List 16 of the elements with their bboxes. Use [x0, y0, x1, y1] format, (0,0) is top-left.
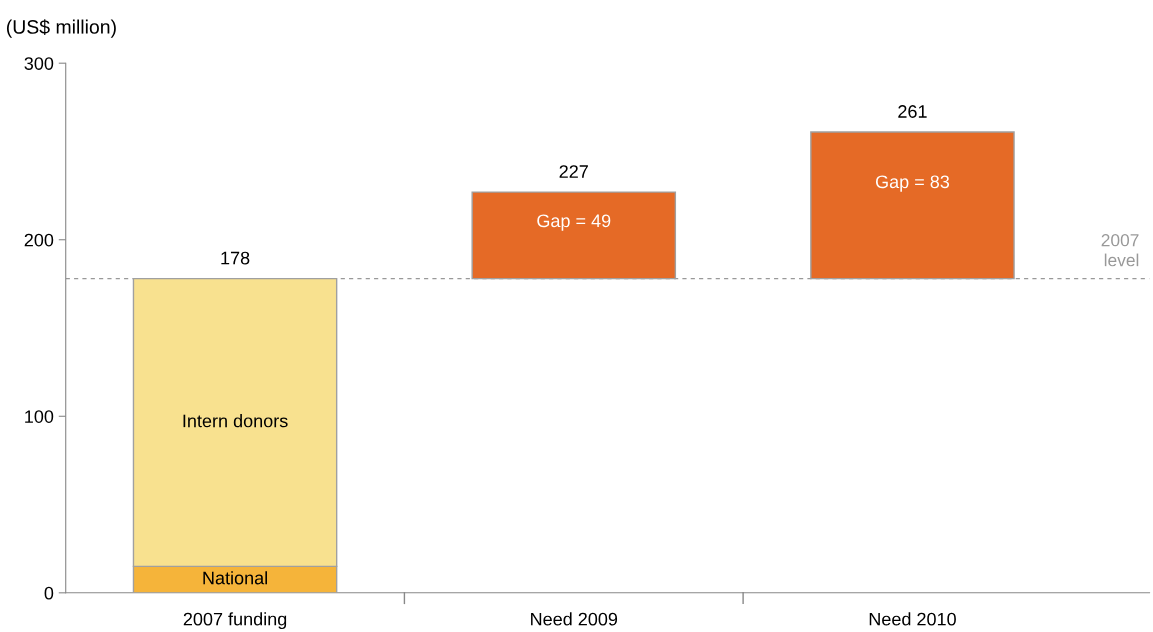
y-tick-label: 300 [24, 57, 54, 70]
data-label: Gap = 49 [537, 214, 611, 231]
annotation: 227 [559, 165, 588, 178]
y-axis-title: (US$ million) [6, 19, 116, 38]
annotation: 178 [221, 251, 250, 265]
annotation: 261 [898, 105, 927, 118]
x-tick-label: 2007 funding [183, 612, 287, 630]
ref-line-label: 2007 level [1101, 234, 1139, 267]
data-label: Gap = 83 [875, 175, 950, 192]
series-label: Intern donors [183, 414, 288, 428]
y-tick-label: 200 [24, 233, 54, 247]
x-tick-label: Need 2009 [531, 612, 618, 626]
y-tick-label: 0 [44, 586, 54, 600]
series-label: National [203, 571, 267, 585]
y-tick-label: 100 [25, 410, 54, 423]
x-tick-label: Need 2010 [869, 612, 956, 626]
